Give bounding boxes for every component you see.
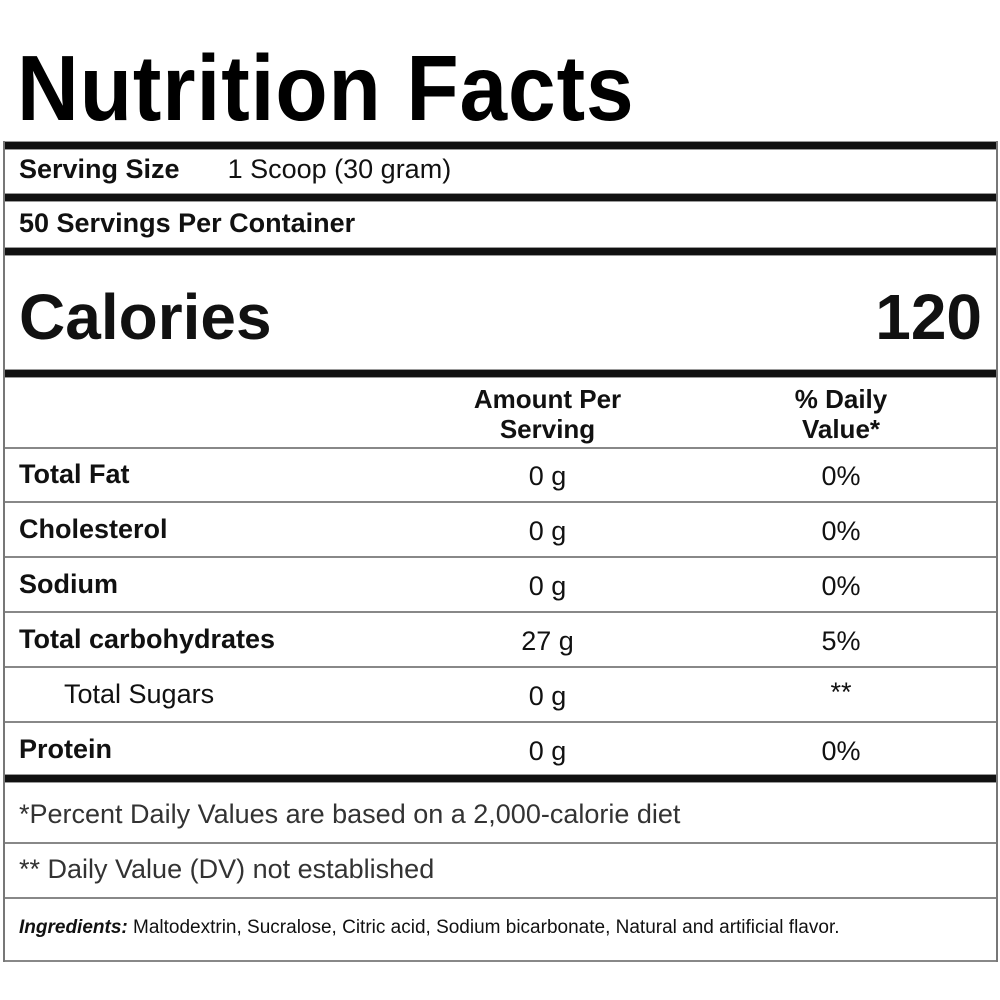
nutrient-name: Total Sugars (64, 679, 215, 709)
header-line: Value* (801, 414, 881, 444)
servings-per-container: 50 Servings Per Container (19, 208, 356, 238)
nutrient-daily-value: 0% (821, 461, 861, 491)
ingredients-label: Ingredients: (19, 917, 128, 938)
ingredients: Ingredients: Maltodextrin, Sucralose, Ci… (19, 917, 840, 939)
divider (5, 774, 996, 783)
serving-size: Serving Size 1 Scoop (30 gram) (19, 154, 451, 185)
nutrient-amount: 0 g (528, 571, 567, 601)
divider (5, 556, 996, 558)
nutrient-amount: 0 g (528, 516, 567, 546)
calories-value: 120 (875, 281, 982, 353)
header-line: % Daily (794, 384, 888, 414)
nutrient-daily-value: 0% (821, 516, 861, 546)
nutrient-name: Sodium (19, 569, 118, 599)
serving-size-value: 1 Scoop (30 gram) (227, 154, 452, 184)
divider (5, 141, 996, 150)
nutrient-daily-value: 0% (821, 736, 861, 766)
calories-label: Calories (19, 281, 272, 353)
divider (5, 193, 996, 202)
nutrient-amount: 0 g (528, 461, 567, 491)
divider (5, 666, 996, 668)
ingredients-text: Maltodextrin, Sucralose, Citric acid, So… (127, 917, 840, 938)
nutrient-name: Cholesterol (19, 514, 168, 544)
divider (5, 447, 996, 449)
nutrition-facts-panel: Serving Size 1 Scoop (30 gram) 50 Serving… (3, 141, 998, 962)
nutrient-amount: 0 g (528, 736, 567, 766)
page-title: Nutrition Facts (17, 36, 635, 140)
nutrient-daily-value: ** (830, 677, 852, 707)
serving-size-label: Serving Size (19, 154, 180, 184)
divider (5, 369, 996, 378)
daily-value-header: % Daily Value* (741, 384, 941, 444)
amount-per-serving-header: Amount Per Serving (445, 384, 650, 444)
nutrient-name: Total carbohydrates (19, 624, 276, 654)
divider (5, 501, 996, 503)
nutrient-name: Protein (19, 734, 113, 764)
header-line: Serving (499, 414, 596, 444)
nutrient-amount: 27 g (521, 626, 574, 656)
footnote-daily-values: *Percent Daily Values are based on a 2,0… (19, 799, 681, 829)
divider (5, 247, 996, 256)
nutrient-daily-value: 5% (821, 626, 861, 656)
divider (5, 897, 996, 899)
nutrient-daily-value: 0% (821, 571, 861, 601)
footnote-dv-not-established: ** Daily Value (DV) not established (19, 854, 435, 884)
divider (5, 842, 996, 844)
nutrient-amount: 0 g (528, 681, 567, 711)
divider (5, 721, 996, 723)
divider (5, 611, 996, 613)
nutrient-name: Total Fat (19, 459, 130, 489)
header-line: Amount Per (473, 384, 622, 414)
divider (5, 960, 996, 962)
